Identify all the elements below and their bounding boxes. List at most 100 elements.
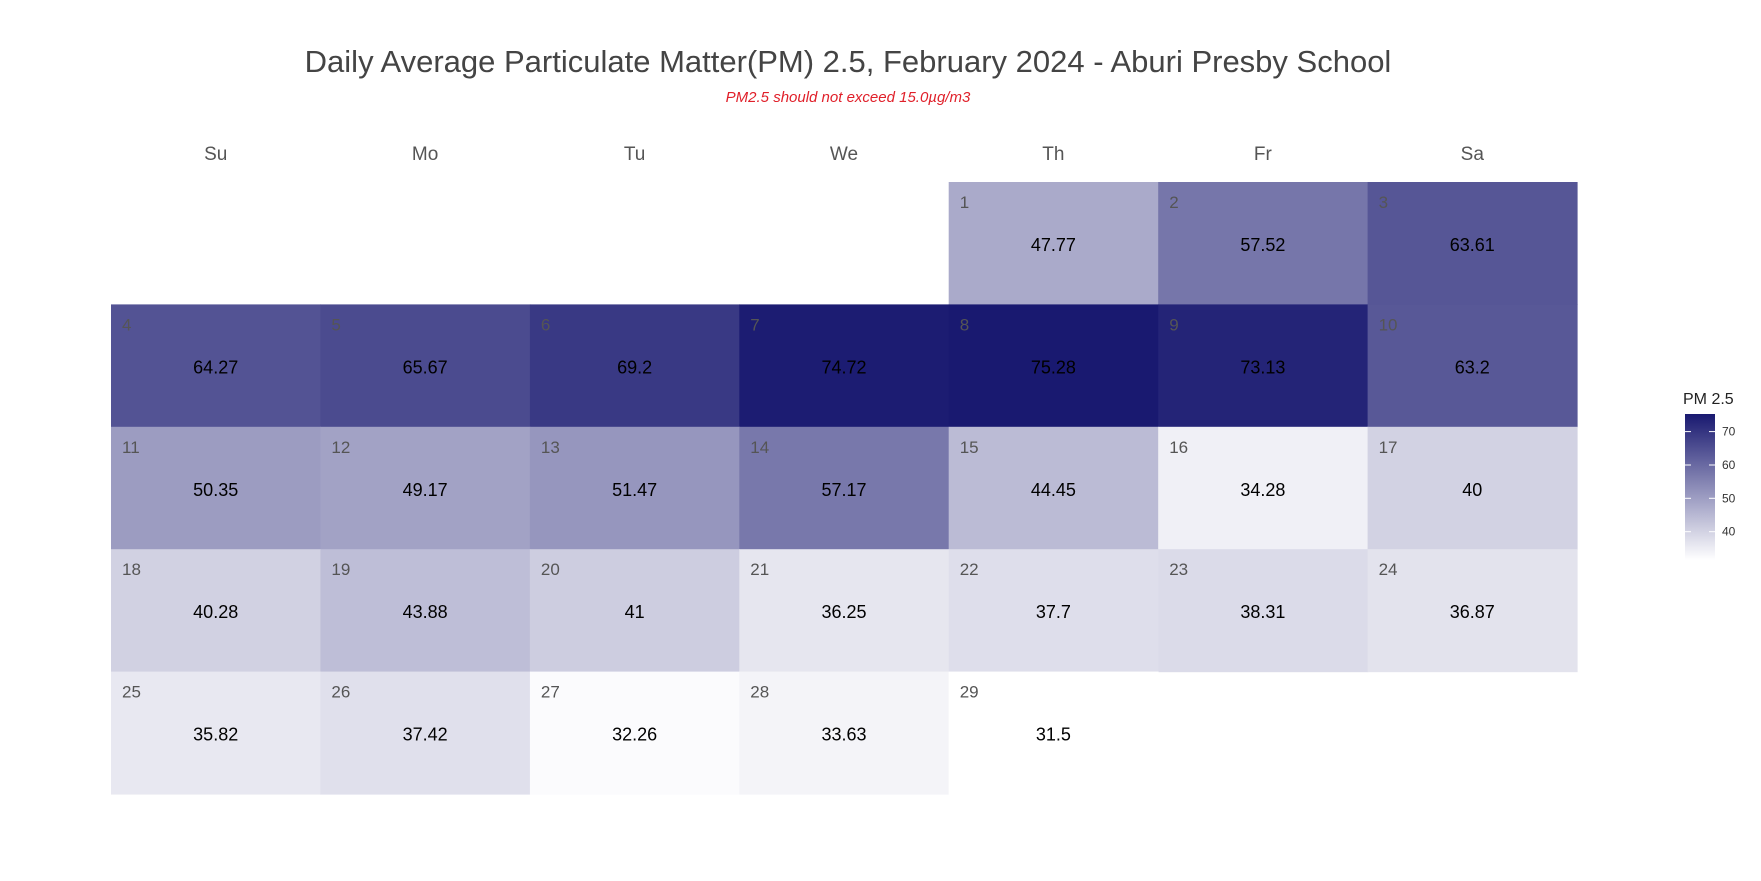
day-number-16: 16 (1169, 438, 1188, 457)
day-cell-10: 10 63.2 (1367, 304, 1578, 428)
day-value-18: 40.28 (193, 602, 238, 622)
day-number-26: 26 (331, 683, 350, 702)
day-value-2: 57.52 (1240, 235, 1285, 255)
day-value-14: 57.17 (821, 480, 866, 500)
day-value-1: 47.77 (1031, 235, 1076, 255)
weekday-label-sa: Sa (1461, 144, 1485, 165)
day-number-25: 25 (122, 683, 141, 702)
day-cell-22: 22 37.7 (948, 549, 1159, 673)
day-tile-13 (529, 426, 740, 550)
day-tile-10 (1367, 304, 1578, 428)
day-cell-14: 14 57.17 (739, 426, 950, 550)
day-value-16: 34.28 (1240, 480, 1285, 500)
day-value-23: 38.31 (1240, 602, 1285, 622)
day-cell-28: 28 33.63 (739, 671, 950, 795)
day-number-2: 2 (1169, 193, 1178, 212)
day-number-8: 8 (960, 315, 969, 334)
weekday-labels: Su Mo Tu We Th Fr Sa (204, 144, 1484, 165)
day-tile-6 (529, 304, 740, 428)
day-number-19: 19 (331, 560, 350, 579)
day-cell-2: 257.52 (1158, 182, 1369, 305)
day-value-12: 49.17 (403, 480, 448, 500)
day-tile-27 (529, 671, 740, 795)
day-number-24: 24 (1379, 560, 1398, 579)
day-tile-29 (948, 671, 1159, 795)
day-number-27: 27 (541, 683, 560, 702)
legend-tick-label-40: 40 (1722, 525, 1736, 539)
day-tile-17 (1367, 426, 1578, 550)
day-cell-18: 18 40.28 (111, 549, 321, 673)
day-tile-22 (948, 549, 1159, 673)
day-tile-16 (1158, 426, 1369, 550)
day-cell-13: 13 51.47 (529, 426, 740, 550)
day-number-6: 6 (541, 315, 550, 334)
day-value-29: 31.5 (1036, 725, 1071, 745)
day-cell-5: 565.67 (320, 304, 531, 428)
day-value-11: 50.35 (193, 480, 238, 500)
day-tile-5 (320, 304, 531, 428)
day-value-24: 36.87 (1450, 602, 1495, 622)
day-tile-21 (739, 549, 950, 673)
weekday-label-tu: Tu (624, 144, 645, 165)
calendar-cells: 147.77257.52363.61464.27565.67669.2774.7… (111, 182, 1578, 795)
day-number-11: 11 (122, 438, 140, 457)
day-tile-15 (948, 426, 1159, 550)
legend-tick-label-70: 70 (1722, 425, 1736, 439)
day-tile-18 (111, 549, 321, 673)
legend-color-bar (1685, 414, 1715, 560)
day-value-26: 37.42 (403, 725, 448, 745)
day-number-22: 22 (960, 560, 979, 579)
day-value-9: 73.13 (1240, 357, 1285, 377)
day-number-12: 12 (331, 438, 350, 457)
day-cell-7: 774.72 (739, 304, 950, 428)
day-tile-4 (111, 304, 321, 428)
day-value-4: 64.27 (193, 357, 238, 377)
day-value-20: 41 (625, 602, 645, 622)
day-cell-24: 24 36.87 (1367, 549, 1578, 673)
chart-title: Daily Average Particulate Matter(PM) 2.5… (305, 44, 1392, 79)
day-number-21: 21 (750, 560, 769, 579)
day-number-28: 28 (750, 683, 769, 702)
chart-subtitle: PM2.5 should not exceed 15.0µg/m3 (726, 89, 971, 106)
day-tile-11 (111, 426, 321, 550)
day-tile-20 (529, 549, 740, 673)
day-cell-4: 464.27 (111, 304, 321, 428)
day-number-18: 18 (122, 560, 141, 579)
day-tile-23 (1158, 549, 1369, 673)
weekday-label-mo: Mo (412, 144, 438, 165)
day-number-3: 3 (1379, 193, 1388, 212)
day-cell-29: 29 31.5 (948, 671, 1159, 795)
weekday-label-fr: Fr (1254, 144, 1273, 165)
day-number-13: 13 (541, 438, 560, 457)
day-tile-24 (1367, 549, 1578, 673)
day-number-5: 5 (331, 315, 340, 334)
day-tile-3 (1367, 182, 1578, 305)
day-value-19: 43.88 (403, 602, 448, 622)
day-value-25: 35.82 (193, 725, 238, 745)
day-tile-2 (1158, 182, 1369, 305)
legend: PM 2.5 40 50 60 70 (1683, 391, 1736, 560)
day-number-17: 17 (1379, 438, 1398, 457)
day-tile-19 (320, 549, 531, 673)
day-cell-27: 27 32.26 (529, 671, 740, 795)
day-cell-11: 11 50.35 (111, 426, 321, 550)
day-cell-9: 973.13 (1158, 304, 1369, 428)
day-tile-8 (948, 304, 1159, 428)
day-cell-15: 15 44.45 (948, 426, 1159, 550)
day-tile-7 (739, 304, 950, 428)
day-cell-6: 669.2 (529, 304, 740, 428)
day-value-21: 36.25 (821, 602, 866, 622)
day-cell-1: 147.77 (948, 182, 1159, 305)
day-value-28: 33.63 (821, 725, 866, 745)
day-tile-9 (1158, 304, 1369, 428)
day-tile-14 (739, 426, 950, 550)
day-number-20: 20 (541, 560, 560, 579)
day-number-23: 23 (1169, 560, 1188, 579)
day-number-14: 14 (750, 438, 769, 457)
day-number-4: 4 (122, 315, 131, 334)
weekday-label-su: Su (204, 144, 227, 165)
legend-title: PM 2.5 (1683, 391, 1734, 408)
